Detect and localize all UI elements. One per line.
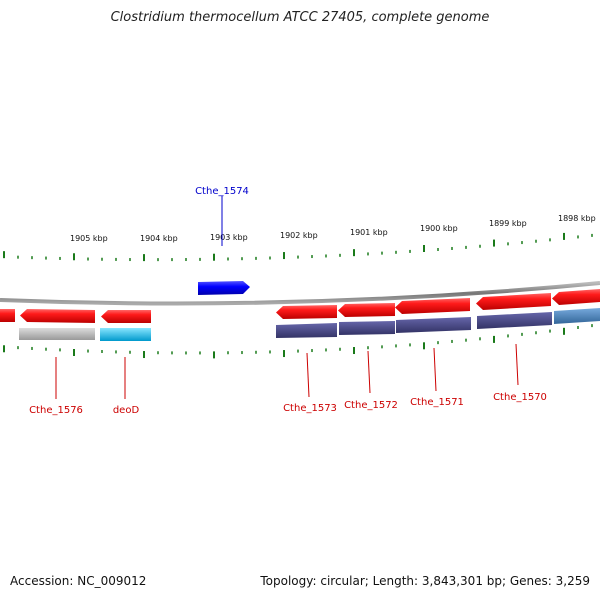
cog-bar-cthe-1570 bbox=[477, 312, 552, 329]
gene-partial-left[interactable] bbox=[0, 309, 15, 322]
genome-backbone bbox=[0, 281, 600, 306]
gene-cthe-1573[interactable] bbox=[276, 305, 337, 319]
cog-bar-cthe-1573 bbox=[276, 323, 337, 338]
kbp-label-1898: 1898 kbp bbox=[558, 214, 596, 223]
gene-label-cthe-1571[interactable]: Cthe_1571 bbox=[410, 397, 464, 408]
gene-cthe-1572[interactable] bbox=[338, 303, 395, 317]
gene-cthe-1576[interactable] bbox=[20, 309, 95, 323]
gene-cthe-1571[interactable] bbox=[395, 298, 470, 314]
kbp-label-1903: 1903 kbp bbox=[210, 233, 248, 242]
kbp-label-1902: 1902 kbp bbox=[280, 231, 318, 240]
gene-cthe-1570[interactable] bbox=[476, 293, 551, 310]
cog-bar-cthe-1571 bbox=[396, 317, 471, 333]
gene-deod[interactable] bbox=[101, 310, 151, 323]
gene-label-cthe-1573[interactable]: Cthe_1573 bbox=[283, 403, 337, 414]
kbp-label-1900: 1900 kbp bbox=[420, 224, 458, 233]
connector-cthe-1570 bbox=[515, 343, 519, 386]
kbp-label-1899: 1899 kbp bbox=[489, 219, 527, 228]
upper-tick-ring bbox=[3, 232, 593, 262]
gene-label-deod[interactable]: deoD bbox=[113, 405, 140, 416]
gene-cthe-1574[interactable] bbox=[198, 281, 250, 295]
cog-bar-cthe-1576 bbox=[19, 328, 95, 340]
accession-label: Accession: NC_009012 bbox=[10, 574, 147, 588]
gene-label-cthe-1570[interactable]: Cthe_1570 bbox=[493, 392, 547, 403]
cog-bar-deod bbox=[100, 328, 151, 341]
kbp-label-1904: 1904 kbp bbox=[140, 234, 178, 243]
connector-cthe-1572 bbox=[367, 350, 371, 394]
gene-label-cthe-1572[interactable]: Cthe_1572 bbox=[344, 400, 398, 411]
genome-title: Clostridium thermocellum ATCC 27405, com… bbox=[110, 10, 490, 25]
cog-bar-partial-right bbox=[554, 308, 600, 324]
gene-label-cthe-1576[interactable]: Cthe_1576 bbox=[29, 405, 83, 416]
cog-bar-cthe-1572 bbox=[339, 321, 395, 335]
connector-cthe-1573 bbox=[306, 352, 310, 398]
gene-partial-right[interactable] bbox=[552, 289, 600, 305]
genome-stats: Topology: circular; Length: 3,843,301 bp… bbox=[260, 574, 590, 588]
kbp-label-1901: 1901 kbp bbox=[350, 228, 388, 237]
gene-label-cthe-1574[interactable]: Cthe_1574 bbox=[195, 186, 249, 197]
connector-cthe-1571 bbox=[433, 347, 437, 392]
lower-tick-ring bbox=[3, 324, 593, 359]
kbp-label-1905: 1905 kbp bbox=[70, 234, 108, 243]
